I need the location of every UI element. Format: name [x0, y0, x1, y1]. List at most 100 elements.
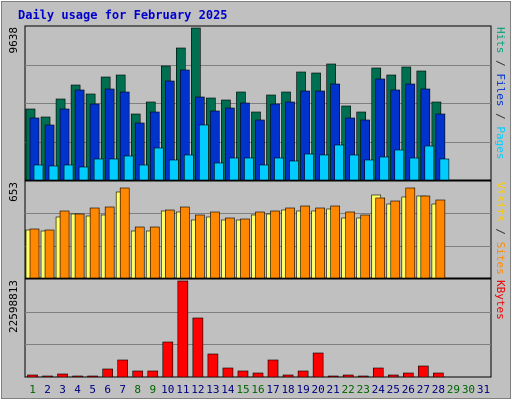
legend-part: /: [494, 222, 507, 242]
bar-pages-day-12: [199, 124, 209, 181]
bar-sites-day-17: [270, 210, 280, 279]
bar-kbytes-day-16: [252, 372, 264, 378]
bar-kbytes-day-19: [297, 370, 309, 378]
y-axis-max-label: 9638: [7, 27, 20, 54]
x-tick-label-16: 16: [251, 383, 264, 396]
bar-kbytes-day-28: [433, 372, 444, 378]
legend-label-kbytes: KBytes: [494, 280, 507, 320]
bar-pages-day-1: [33, 164, 44, 181]
bar-kbytes-day-17: [267, 359, 279, 378]
bar-sites-day-19: [300, 205, 310, 279]
bar-kbytes-day-7: [117, 359, 129, 378]
bar-pages-day-15: [244, 157, 254, 181]
bar-sites-day-16: [255, 211, 265, 279]
bar-pages-day-27: [424, 145, 435, 181]
bar-kbytes-day-21: [327, 375, 339, 378]
bar-kbytes-day-2: [42, 375, 53, 378]
x-tick-label-30: 30: [462, 383, 475, 396]
bar-kbytes-day-14: [222, 367, 234, 378]
bar-pages-day-26: [409, 157, 420, 181]
x-tick-label-28: 28: [432, 383, 445, 396]
bar-pages-day-17: [274, 157, 284, 181]
x-tick-label-7: 7: [119, 383, 126, 396]
bar-kbytes-day-4: [72, 375, 83, 378]
x-tick-label-24: 24: [372, 383, 386, 396]
bar-sites-day-11: [180, 206, 190, 279]
bar-pages-day-19: [304, 153, 314, 181]
bar-sites-day-26: [405, 187, 416, 279]
bar-pages-day-20: [319, 154, 329, 181]
x-tick-label-18: 18: [281, 383, 294, 396]
bar-sites-day-15: [240, 218, 250, 279]
x-tick-label-6: 6: [104, 383, 111, 396]
x-tick-label-9: 9: [149, 383, 156, 396]
bar-pages-day-5: [93, 158, 104, 181]
bar-sites-day-9: [149, 226, 160, 279]
bar-sites-day-22: [345, 211, 355, 279]
chart-title: Daily usage for February 2025: [18, 8, 228, 22]
bar-kbytes-day-18: [282, 374, 294, 378]
bar-kbytes-day-5: [87, 375, 98, 378]
bar-kbytes-day-9: [147, 370, 159, 378]
x-axis-labels: 1 2 3 4 5 6 7 8 9 10 11 12 13 14 15 16 17 18 19 20 21 22 23 24 2…: [29, 383, 490, 396]
x-tick-label-29: 29: [447, 383, 460, 396]
legend-part: Visits: [494, 182, 507, 222]
bar-files-day-4: [74, 89, 85, 181]
bar-sites-day-25: [390, 200, 401, 279]
bar-kbytes-day-8: [132, 370, 144, 378]
legend-label-visits-sites: Visits / Sites: [494, 182, 507, 275]
bar-sites-day-4: [74, 213, 85, 279]
x-tick-label-1: 1: [29, 383, 36, 396]
bar-pages-day-23: [364, 159, 375, 181]
legend-label-pages-files-hits: Hits / Files / Pages: [494, 27, 507, 160]
bar-kbytes-day-20: [312, 352, 324, 378]
x-tick-label-31: 31: [477, 383, 490, 396]
bar-sites-day-20: [315, 207, 325, 279]
bar-kbytes-day-25: [387, 374, 399, 378]
legend-part: Sites: [494, 242, 507, 275]
panel-kbytes: 22598813 KBytes: [7, 278, 507, 378]
x-tick-label-22: 22: [342, 383, 355, 396]
bar-kbytes-day-12: [192, 317, 204, 378]
y-axis-max-label: 22598813: [7, 280, 20, 333]
x-tick-label-10: 10: [161, 383, 174, 396]
x-tick-label-25: 25: [387, 383, 400, 396]
x-tick-label-26: 26: [402, 383, 415, 396]
bar-pages-day-6: [108, 158, 119, 181]
bar-kbytes-day-22: [342, 374, 354, 378]
x-tick-label-13: 13: [206, 383, 219, 396]
bar-kbytes-day-27: [418, 365, 429, 378]
bar-kbytes-day-1: [27, 374, 38, 378]
bar-sites-day-14: [225, 217, 235, 279]
bar-pages-day-25: [394, 149, 405, 181]
bar-sites-day-13: [210, 211, 220, 279]
bar-kbytes-day-3: [57, 373, 68, 378]
x-tick-label-5: 5: [89, 383, 96, 396]
x-tick-label-23: 23: [357, 383, 370, 396]
bar-pages-day-7: [123, 155, 134, 181]
bar-sites-day-7: [119, 187, 130, 279]
x-tick-label-14: 14: [221, 383, 235, 396]
bar-pages-day-28: [439, 158, 450, 181]
bar-pages-day-24: [379, 156, 390, 181]
legend-part: Pages: [494, 126, 507, 159]
bar-sites-day-27: [420, 195, 431, 279]
bar-sites-day-6: [104, 206, 115, 279]
bar-sites-day-23: [360, 214, 371, 279]
bar-pages-day-13: [214, 162, 224, 181]
x-tick-label-11: 11: [176, 383, 189, 396]
bar-pages-day-3: [63, 164, 74, 181]
bar-sites-day-21: [330, 205, 340, 279]
bar-pages-day-2: [48, 165, 59, 181]
x-tick-label-12: 12: [191, 383, 204, 396]
x-tick-label-17: 17: [266, 383, 279, 396]
legend-part: KBytes: [494, 280, 507, 320]
x-tick-label-8: 8: [134, 383, 141, 396]
legend-part: Files: [494, 73, 507, 106]
bar-pages-day-14: [229, 157, 239, 181]
bar-sites-day-24: [375, 197, 386, 279]
legend-part: /: [494, 107, 507, 127]
